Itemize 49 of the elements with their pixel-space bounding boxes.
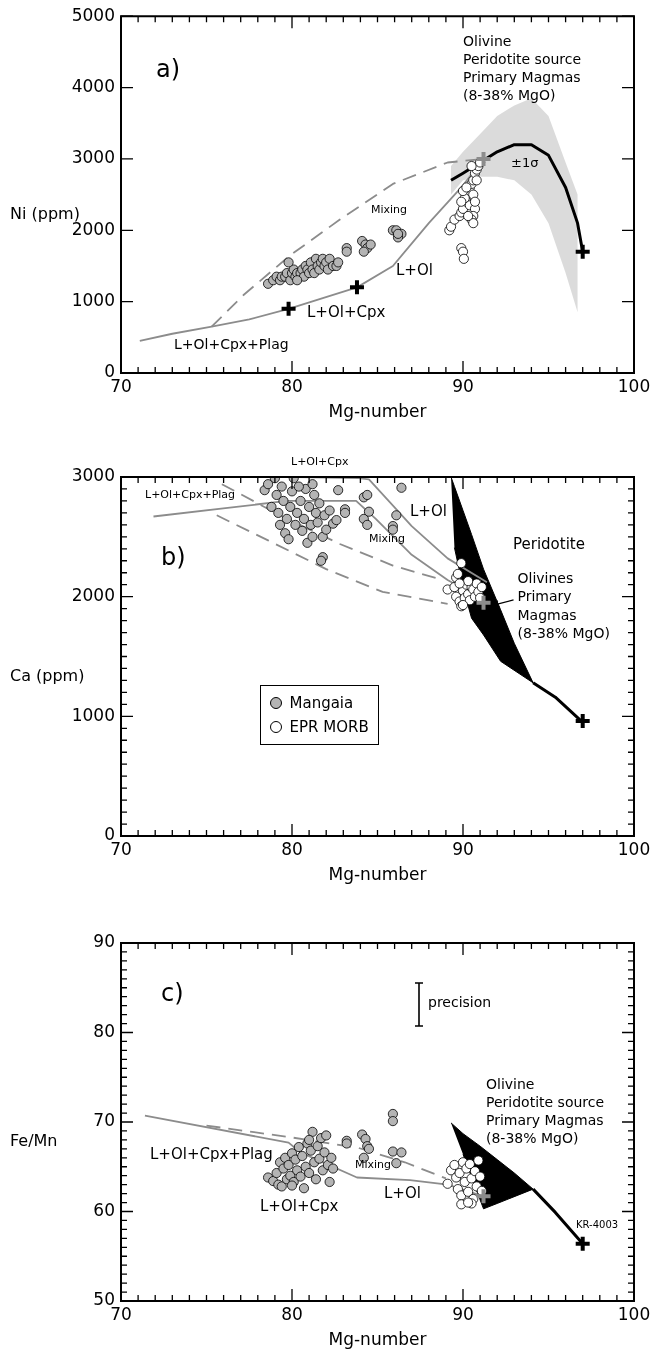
annotation: L+Ol+Cpx: [307, 302, 386, 321]
annotation: L+Ol+Cpx+Plag: [174, 335, 289, 352]
annotation: Olivine Peridotite source Primary Magmas (8-38% MgO): [486, 1075, 605, 1147]
text: b): [161, 543, 186, 572]
y-axis-title: Ca (ppm): [10, 665, 85, 685]
y-tick-label: 5000: [71, 4, 115, 25]
y-tick-label: 70: [93, 1110, 115, 1131]
x-axis-title: Mg-number: [328, 401, 427, 422]
annotation: KR-4003: [576, 1218, 619, 1230]
annotation: Mixing: [369, 532, 406, 546]
legend-label: Mangaia: [289, 693, 354, 715]
x-tick-label: 80: [281, 375, 303, 396]
annotation: ±1σ: [511, 155, 539, 171]
y-tick-label: 3000: [71, 147, 115, 168]
x-tick-label: 100: [617, 838, 651, 859]
x-tick-label: 90: [452, 838, 474, 859]
x-tick-label: 100: [617, 1303, 651, 1324]
annotation: Mixing: [371, 202, 408, 216]
annotation: L+Ol+Cpx+Plag: [145, 488, 236, 502]
text: c): [161, 979, 184, 1008]
annotation: Peridotite: [513, 535, 585, 554]
y-tick-label: 2000: [71, 585, 115, 606]
y-tick-label: 3000: [71, 465, 115, 486]
x-axis-title: Mg-number: [328, 1329, 427, 1350]
x-tick-label: 90: [452, 1303, 474, 1324]
legend-label: EPR MORB: [289, 717, 369, 739]
annotation: L+Ol: [396, 260, 433, 279]
y-tick-label: 1000: [71, 704, 115, 725]
annotation: Olivines Primary Magmas (8-38% MgO): [517, 570, 610, 641]
x-axis-title: Mg-number: [328, 864, 427, 885]
x-tick-label: 90: [452, 375, 474, 396]
text: L+Ol+Cpx: [291, 455, 349, 469]
annotation: L+Ol+Cpx: [260, 1197, 339, 1216]
annotation: L+Ol: [410, 502, 447, 521]
y-tick-label: 90: [93, 931, 115, 952]
annotation: L+Ol: [384, 1184, 421, 1203]
annotation: Olivine Peridotite source Primary Magmas (8-38% MgO): [463, 32, 582, 104]
y-tick-label: 80: [93, 1020, 115, 1041]
annotation: Mixing: [355, 1158, 392, 1172]
x-tick-label: 80: [281, 1303, 303, 1324]
annotation: precision: [428, 993, 492, 1010]
y-tick-label: 60: [93, 1199, 115, 1220]
x-tick-label: 100: [617, 375, 651, 396]
y-axis-title: Fe/Mn: [10, 1131, 58, 1151]
y-tick-label: 4000: [71, 75, 115, 96]
text: a): [156, 55, 181, 84]
annotation: L+Ol+Cpx+Plag: [150, 1145, 273, 1164]
x-tick-label: 80: [281, 838, 303, 859]
y-tick-label: 1000: [71, 290, 115, 311]
